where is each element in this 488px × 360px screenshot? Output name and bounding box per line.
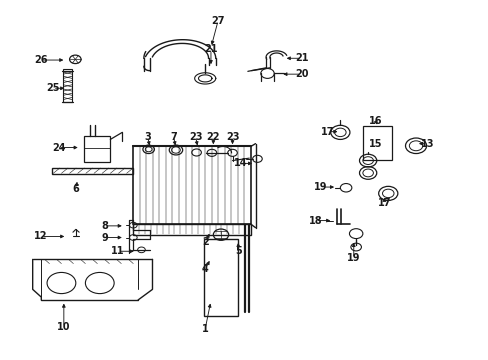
- Text: 14: 14: [234, 158, 247, 168]
- Text: 8: 8: [101, 221, 108, 231]
- Bar: [363, 126, 391, 160]
- Text: 24: 24: [52, 143, 65, 153]
- Bar: [52, 168, 133, 174]
- Text: 17: 17: [377, 198, 390, 208]
- Text: 10: 10: [57, 322, 70, 332]
- Bar: [203, 239, 238, 316]
- Text: 20: 20: [295, 69, 308, 79]
- Text: 1: 1: [202, 324, 208, 334]
- Text: 11: 11: [110, 246, 124, 256]
- Text: 25: 25: [46, 83, 60, 93]
- Text: 4: 4: [202, 264, 208, 274]
- Text: 22: 22: [206, 132, 220, 141]
- Text: 27: 27: [211, 15, 224, 26]
- Text: 6: 6: [72, 184, 79, 194]
- Bar: [63, 69, 72, 102]
- Bar: [84, 136, 110, 162]
- Text: 5: 5: [234, 246, 241, 256]
- Text: 13: 13: [420, 139, 433, 149]
- Bar: [133, 147, 250, 224]
- Text: 17: 17: [320, 127, 333, 137]
- Text: 19: 19: [346, 253, 360, 263]
- Text: 3: 3: [144, 132, 151, 141]
- Text: 21: 21: [204, 45, 217, 54]
- Text: 26: 26: [34, 55, 47, 65]
- Text: 9: 9: [101, 233, 108, 243]
- Text: 19: 19: [314, 182, 327, 192]
- Text: 23: 23: [225, 132, 239, 141]
- Text: 12: 12: [34, 231, 47, 242]
- Text: 23: 23: [188, 132, 202, 141]
- Text: 16: 16: [368, 116, 381, 126]
- Text: 18: 18: [308, 216, 322, 226]
- Text: 2: 2: [202, 237, 208, 247]
- Text: 7: 7: [170, 132, 177, 141]
- Bar: [133, 224, 250, 235]
- Text: 15: 15: [368, 139, 381, 149]
- Text: 21: 21: [295, 53, 308, 63]
